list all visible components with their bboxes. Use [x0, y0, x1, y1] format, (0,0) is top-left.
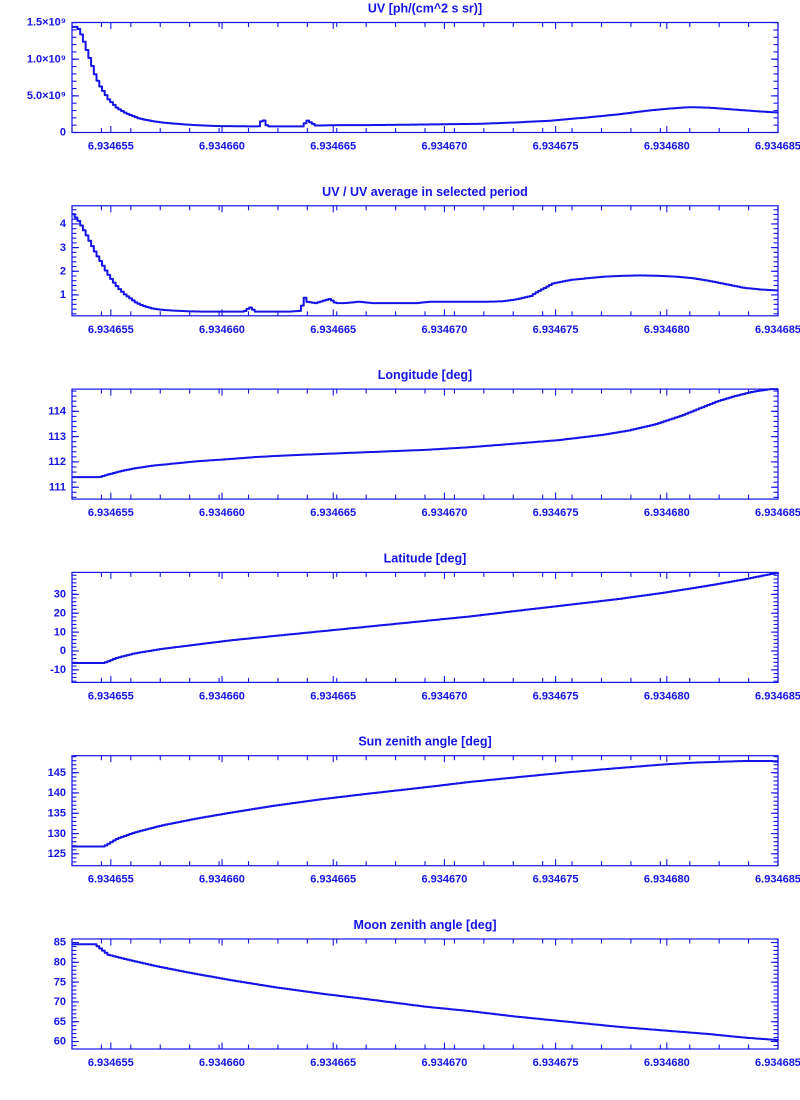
svg-text:1.5×10⁹: 1.5×10⁹: [27, 17, 66, 29]
svg-text:2: 2: [60, 265, 66, 277]
svg-text:UV [ph/(cm^2 s sr)]: UV [ph/(cm^2 s sr)]: [368, 2, 482, 16]
svg-text:6.934685: 6.934685: [755, 690, 800, 702]
svg-text:6.934685: 6.934685: [755, 507, 800, 519]
svg-text:5.0×10⁹: 5.0×10⁹: [27, 90, 66, 102]
svg-text:30: 30: [54, 589, 66, 601]
svg-text:6.934675: 6.934675: [533, 507, 579, 519]
svg-text:6.934655: 6.934655: [88, 1057, 134, 1069]
svg-text:112: 112: [48, 456, 66, 468]
svg-text:4: 4: [60, 218, 67, 230]
svg-text:6.934685: 6.934685: [755, 874, 800, 886]
svg-text:6.934655: 6.934655: [88, 507, 134, 519]
svg-text:0: 0: [60, 127, 66, 139]
svg-text:UV / UV average in selected pe: UV / UV average in selected period: [322, 185, 528, 199]
svg-text:6.934665: 6.934665: [310, 324, 356, 336]
svg-text:6.934680: 6.934680: [644, 874, 690, 886]
svg-text:6.934675: 6.934675: [533, 324, 579, 336]
svg-text:145: 145: [48, 767, 66, 779]
svg-text:6.934660: 6.934660: [199, 141, 245, 153]
svg-text:6.934685: 6.934685: [755, 324, 800, 336]
svg-text:65: 65: [54, 1016, 66, 1028]
svg-text:6.934680: 6.934680: [644, 324, 690, 336]
svg-text:1: 1: [60, 289, 66, 301]
svg-text:140: 140: [48, 787, 66, 799]
svg-text:75: 75: [54, 976, 66, 988]
svg-text:80: 80: [54, 957, 66, 969]
svg-text:135: 135: [48, 807, 66, 819]
svg-text:20: 20: [54, 607, 66, 619]
svg-text:6.934665: 6.934665: [310, 690, 356, 702]
svg-text:6.934660: 6.934660: [199, 324, 245, 336]
svg-text:6.934685: 6.934685: [755, 141, 800, 153]
svg-text:6.934670: 6.934670: [421, 1057, 467, 1069]
svg-text:6.934670: 6.934670: [421, 324, 467, 336]
svg-text:6.934660: 6.934660: [199, 690, 245, 702]
svg-text:111: 111: [49, 481, 66, 493]
svg-text:6.934675: 6.934675: [533, 690, 579, 702]
svg-text:60: 60: [54, 1036, 66, 1048]
svg-text:6.934660: 6.934660: [199, 1057, 245, 1069]
svg-text:-10: -10: [50, 664, 66, 676]
svg-text:Longitude [deg]: Longitude [deg]: [378, 368, 472, 382]
svg-text:113: 113: [48, 431, 66, 443]
svg-text:6.934680: 6.934680: [644, 1057, 690, 1069]
svg-text:6.934660: 6.934660: [199, 507, 245, 519]
svg-text:6.934660: 6.934660: [199, 874, 245, 886]
svg-text:Moon zenith angle [deg]: Moon zenith angle [deg]: [353, 918, 496, 932]
svg-text:6.934665: 6.934665: [310, 1057, 356, 1069]
svg-text:6.934670: 6.934670: [421, 874, 467, 886]
svg-text:130: 130: [48, 828, 66, 840]
svg-text:6.934655: 6.934655: [88, 141, 134, 153]
svg-text:1.0×10⁹: 1.0×10⁹: [27, 53, 66, 65]
svg-text:6.934665: 6.934665: [310, 507, 356, 519]
svg-text:6.934675: 6.934675: [533, 141, 579, 153]
svg-text:70: 70: [54, 996, 66, 1008]
svg-text:6.934670: 6.934670: [421, 507, 467, 519]
svg-text:6.934655: 6.934655: [88, 324, 134, 336]
svg-text:6.934675: 6.934675: [533, 1057, 579, 1069]
svg-text:Sun zenith angle [deg]: Sun zenith angle [deg]: [358, 735, 491, 749]
svg-text:6.934670: 6.934670: [421, 690, 467, 702]
svg-text:114: 114: [48, 406, 67, 418]
svg-text:85: 85: [54, 937, 66, 949]
svg-text:125: 125: [48, 848, 66, 860]
svg-text:6.934675: 6.934675: [533, 874, 579, 886]
svg-text:Latitude [deg]: Latitude [deg]: [384, 551, 467, 565]
svg-text:6.934670: 6.934670: [421, 141, 467, 153]
svg-text:6.934680: 6.934680: [644, 507, 690, 519]
svg-text:6.934655: 6.934655: [88, 690, 134, 702]
svg-text:6.934655: 6.934655: [88, 874, 134, 886]
svg-text:0: 0: [60, 645, 66, 657]
svg-text:6.934665: 6.934665: [310, 874, 356, 886]
svg-text:6.934680: 6.934680: [644, 690, 690, 702]
svg-text:10: 10: [54, 626, 66, 638]
svg-text:3: 3: [60, 242, 66, 254]
svg-text:6.934665: 6.934665: [310, 141, 356, 153]
svg-text:6.934685: 6.934685: [755, 1057, 800, 1069]
svg-text:6.934680: 6.934680: [644, 141, 690, 153]
